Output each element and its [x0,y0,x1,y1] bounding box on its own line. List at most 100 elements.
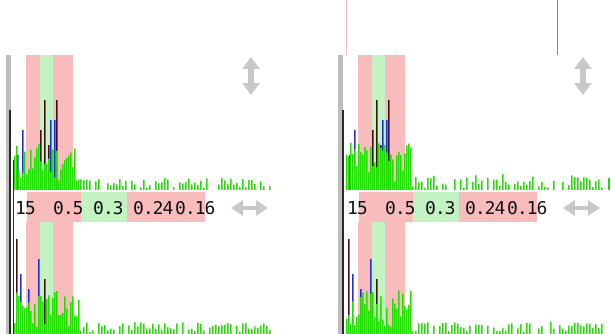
histogram-bar [550,322,552,334]
histogram-bar [577,322,579,334]
histogram-bar [140,187,142,190]
histogram-bar [382,150,384,190]
resolution-label-1: 15 [347,198,367,219]
histogram-bar [392,159,394,190]
histogram-bar [372,166,374,190]
histogram-bar [146,187,148,190]
edge-bar [608,178,610,190]
histogram-bar [505,181,507,190]
top-marker-1 [346,0,347,55]
histogram-bar [493,179,495,190]
histogram-bar [390,326,392,334]
histogram-bar [251,328,253,334]
histogram-bar [404,305,406,334]
histogram-bar [580,325,582,334]
histogram-bar [215,324,217,334]
histogram-bar [380,295,382,334]
histogram-bar [266,325,268,334]
histogram-bar [439,326,441,334]
histogram-bar [526,322,528,334]
histogram-bar [248,180,250,190]
histogram-bar [263,323,265,334]
histogram-bar [185,182,187,190]
vertical-resize-icon[interactable] [574,57,592,95]
horizontal-resize-icon[interactable] [231,200,268,216]
histogram-bar [236,325,238,334]
resolution-label-3: 0.3 [425,198,455,219]
histogram-bar [62,164,64,190]
histogram-bar [155,181,157,190]
histogram-bar [122,323,124,334]
histogram-bar [517,328,519,334]
histogram-bar [83,180,85,190]
histogram-bar [362,292,364,334]
histogram-bar [577,177,579,190]
histogram-bar [30,149,32,190]
histogram-bar [158,183,160,190]
histogram-bar [376,303,378,334]
histogram-bar [372,292,374,334]
histogram-bar [364,304,366,334]
band-red-4 [53,222,73,334]
histogram-bar [74,148,76,190]
histogram-bar [384,325,386,334]
vertical-resize-icon[interactable] [242,57,260,95]
histogram-bar [520,324,522,334]
histogram-bar [592,327,594,334]
histogram-bar [122,186,124,190]
horizontal-resize-icon[interactable] [563,200,600,216]
histogram-bar [188,178,190,190]
histogram-bar [209,327,211,334]
histogram-bar [173,187,175,190]
histogram-bar [227,184,229,190]
histogram-bar [56,100,58,190]
histogram-bar [149,328,151,334]
label-strip-white [13,192,27,222]
histogram-bar [386,152,388,190]
histogram-bar [481,324,483,334]
histogram-bar [445,184,447,190]
histogram-bar [547,187,549,190]
histogram-bar [56,150,58,190]
histogram-bar [589,179,591,190]
histogram-bar [72,296,74,334]
histogram-bar [24,308,26,334]
histogram-bar [116,184,118,190]
histogram-bar [396,308,398,334]
histogram-bar [368,172,370,190]
histogram-bar [469,325,471,334]
histogram-bar [64,296,66,334]
histogram-bar [86,179,88,190]
histogram-bar [493,327,495,334]
histogram-bar [454,179,456,190]
histogram-bar [478,183,480,190]
histogram-bar [388,160,390,190]
histogram-bar [14,323,16,334]
histogram-bar [128,325,130,334]
histogram-bar [52,149,54,190]
histogram-bar [511,323,513,334]
histogram-bar [350,323,352,334]
histogram-bar [22,305,24,334]
histogram-bar [538,328,540,334]
left-bottom-bars [14,239,271,334]
histogram-bar [68,155,70,190]
histogram-bar [254,326,256,334]
histogram-bar [396,155,398,190]
histogram-bar [348,156,350,190]
histogram-bar [472,181,474,190]
histogram-bar [592,187,594,190]
histogram-bar [182,183,184,190]
histogram-bar [378,321,380,334]
left-axis-line [342,110,344,334]
histogram-bar [508,324,510,334]
histogram-bar [601,187,603,190]
histogram-bar [350,142,352,190]
histogram-bar [76,316,78,334]
histogram-bar [38,296,40,334]
histogram-bar [20,301,22,334]
band-red-4 [385,222,405,334]
histogram-bar [400,154,402,190]
histogram-bar [418,323,420,334]
histogram-bar [40,295,42,334]
